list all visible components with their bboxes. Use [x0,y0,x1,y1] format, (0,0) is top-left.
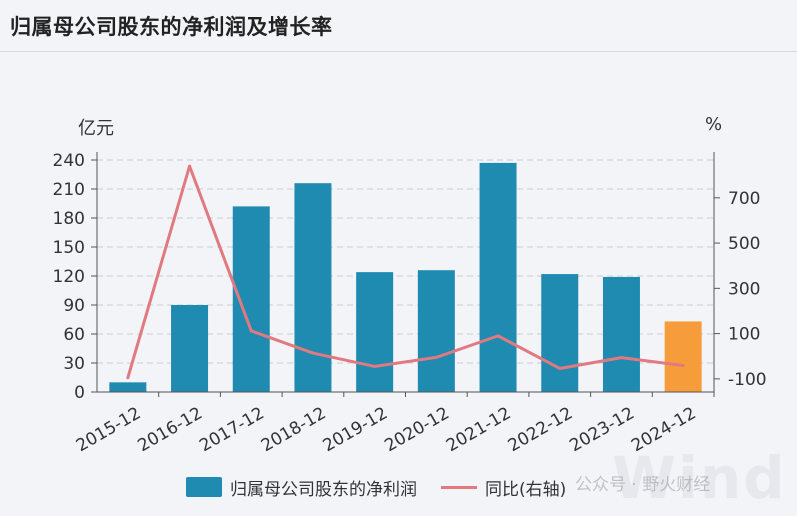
right-axis-tick-label: 100 [728,325,760,345]
left-axis-tick-label: 240 [53,151,85,171]
bar [294,183,332,392]
right-axis-unit: % [705,114,723,135]
growth-point [434,355,438,359]
left-axis-tick-label: 120 [53,267,85,287]
bar [417,270,455,392]
x-axis-tick-label: 2015-12 [73,403,145,456]
growth-point [311,351,315,355]
right-axis-tick-label: 700 [728,189,760,209]
x-axis-tick-label: 2022-12 [505,403,577,456]
left-axis-tick-label: 60 [63,325,85,345]
watermark-text: 公众号 · 野火财经 [575,475,711,495]
chart-legend: 归属母公司股东的净利润 同比(右轴) [186,474,566,500]
bar [171,305,209,392]
growth-point [558,366,562,370]
x-axis-tick-label: 2021-12 [443,403,515,456]
growth-point [188,164,192,168]
x-axis-tick-label: 2016-12 [135,403,207,456]
growth-point [619,356,623,360]
right-axis-tick-label: -100 [728,370,767,390]
chart-title: 归属母公司股东的净利润及增长率 [10,15,333,39]
legend-line-swatch [441,485,477,489]
x-axis-tick-label: 2018-12 [258,403,330,456]
right-axis-tick-label: 300 [728,279,760,299]
bar [109,382,147,392]
x-axis-tick-label: 2020-12 [381,403,453,456]
legend-bar-swatch [186,477,222,497]
left-axis-tick-label: 180 [53,209,85,229]
right-axis-tick-label: 500 [728,234,760,254]
x-axis-tick-label: 2019-12 [320,403,392,456]
growth-line [126,164,684,379]
growth-point [249,329,253,333]
left-axis-tick-label: 30 [63,354,85,374]
bar [602,276,640,392]
left-axis-tick-label: 90 [63,296,85,316]
growth-point [681,364,685,368]
bar [664,321,702,392]
left-axis-tick-label: 150 [53,238,85,258]
x-axis-tick-label: 2017-12 [196,403,268,456]
bar [356,272,394,392]
watermark-brand: Wind [612,444,787,512]
growth-point [373,364,377,368]
left-axis-tick-label: 210 [53,180,85,200]
legend-bar-label: 归属母公司股东的净利润 [230,479,417,500]
bar [479,162,517,392]
bar [541,274,579,392]
chart-header: 归属母公司股东的净利润及增长率 [0,0,797,52]
left-axis-tick-label: 0 [74,383,85,403]
growth-point [496,334,500,338]
growth-point [126,376,130,380]
left-axis-unit: 亿元 [78,118,114,139]
legend-line-label: 同比(右轴) [485,479,567,500]
